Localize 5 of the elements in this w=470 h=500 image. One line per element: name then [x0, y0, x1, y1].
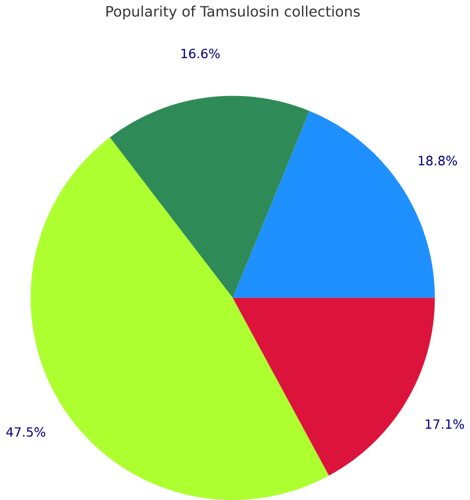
data-label: 47.5% [6, 427, 46, 437]
chart-title: Popularity of Tamsulosin collections [106, 6, 360, 20]
data-label: 17.1% [426, 419, 464, 429]
data-label: 16.6% [181, 48, 220, 58]
data-label: 18.8% [418, 156, 457, 166]
